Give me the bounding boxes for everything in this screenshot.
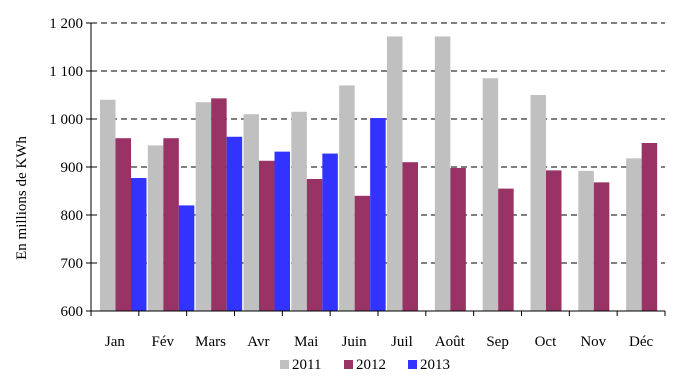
y-axis-title: En millions de KWh <box>14 136 30 260</box>
legend-swatch-2011 <box>280 360 289 369</box>
bar-2013-1 <box>178 205 195 311</box>
legend-label-2012: 2012 <box>356 357 386 373</box>
y-tick-label: 800 <box>61 208 84 224</box>
bar-2013-3 <box>274 151 290 311</box>
bar-2012-8 <box>498 188 514 311</box>
bar-2012-9 <box>546 170 562 311</box>
legend-label-2011: 2011 <box>292 357 321 373</box>
bar-2011-7 <box>434 36 451 311</box>
y-tick-label: 600 <box>61 304 84 320</box>
bar-2011-0 <box>100 99 116 311</box>
bar-2011-10 <box>578 170 594 311</box>
legend-swatch-2013 <box>408 360 417 369</box>
y-tick-label: 1 200 <box>49 16 83 32</box>
x-category-label: Oct <box>535 334 557 350</box>
y-tick-label: 900 <box>61 160 84 176</box>
bar-2011-9 <box>530 95 546 311</box>
bar-2011-6 <box>387 36 403 311</box>
bar-2012-0 <box>115 138 131 311</box>
bar-2012-7 <box>450 167 466 311</box>
bar-2012-11 <box>641 143 658 311</box>
bar-2011-4 <box>291 111 307 311</box>
bar-2013-5 <box>370 118 386 311</box>
x-category-label: Déc <box>629 334 653 350</box>
legend-swatch-2012 <box>344 360 353 369</box>
y-tick-label: 700 <box>61 256 84 272</box>
bar-2012-2 <box>211 98 227 311</box>
bar-2011-5 <box>339 85 355 312</box>
x-category-label: Juin <box>342 334 368 350</box>
legend: 2011 2012 2013 <box>280 357 450 373</box>
y-tick-label: 1 100 <box>49 64 83 80</box>
bar-2012-3 <box>259 160 275 311</box>
bar-2012-5 <box>354 195 371 311</box>
bar-2011-11 <box>626 158 642 311</box>
x-category-label: Août <box>435 334 466 350</box>
legend-label-2013: 2013 <box>420 357 450 373</box>
x-category-label: Avr <box>247 334 269 350</box>
x-category-label: Sep <box>486 334 509 350</box>
bar-2012-10 <box>593 182 610 311</box>
x-category-labels: Jan Fév Mars Avr Mai Juin Juil Août Sep Oct Nov Déc <box>90 311 666 350</box>
bar-2013-2 <box>226 136 243 311</box>
bar-2011-2 <box>195 102 212 311</box>
bar-2012-4 <box>306 179 323 311</box>
x-category-label: Fév <box>152 334 175 350</box>
bar-2013-0 <box>131 178 147 311</box>
bar-2012-1 <box>163 138 179 311</box>
x-category-label: Nov <box>580 334 606 350</box>
bar-series <box>100 36 658 312</box>
bar-2013-4 <box>322 153 338 311</box>
x-category-label: Juil <box>391 334 413 350</box>
bar-2011-3 <box>243 114 259 311</box>
y-tick-label: 1 000 <box>49 112 83 128</box>
bar-2011-8 <box>482 78 499 311</box>
x-category-label: Mai <box>294 334 318 350</box>
x-category-label: Jan <box>105 334 125 350</box>
bar-2012-6 <box>402 162 418 311</box>
x-category-label: Mars <box>195 334 226 350</box>
bar-2011-1 <box>147 145 164 311</box>
y-tick-labels: 600 700 800 900 1 000 1 100 1 200 <box>49 16 91 320</box>
